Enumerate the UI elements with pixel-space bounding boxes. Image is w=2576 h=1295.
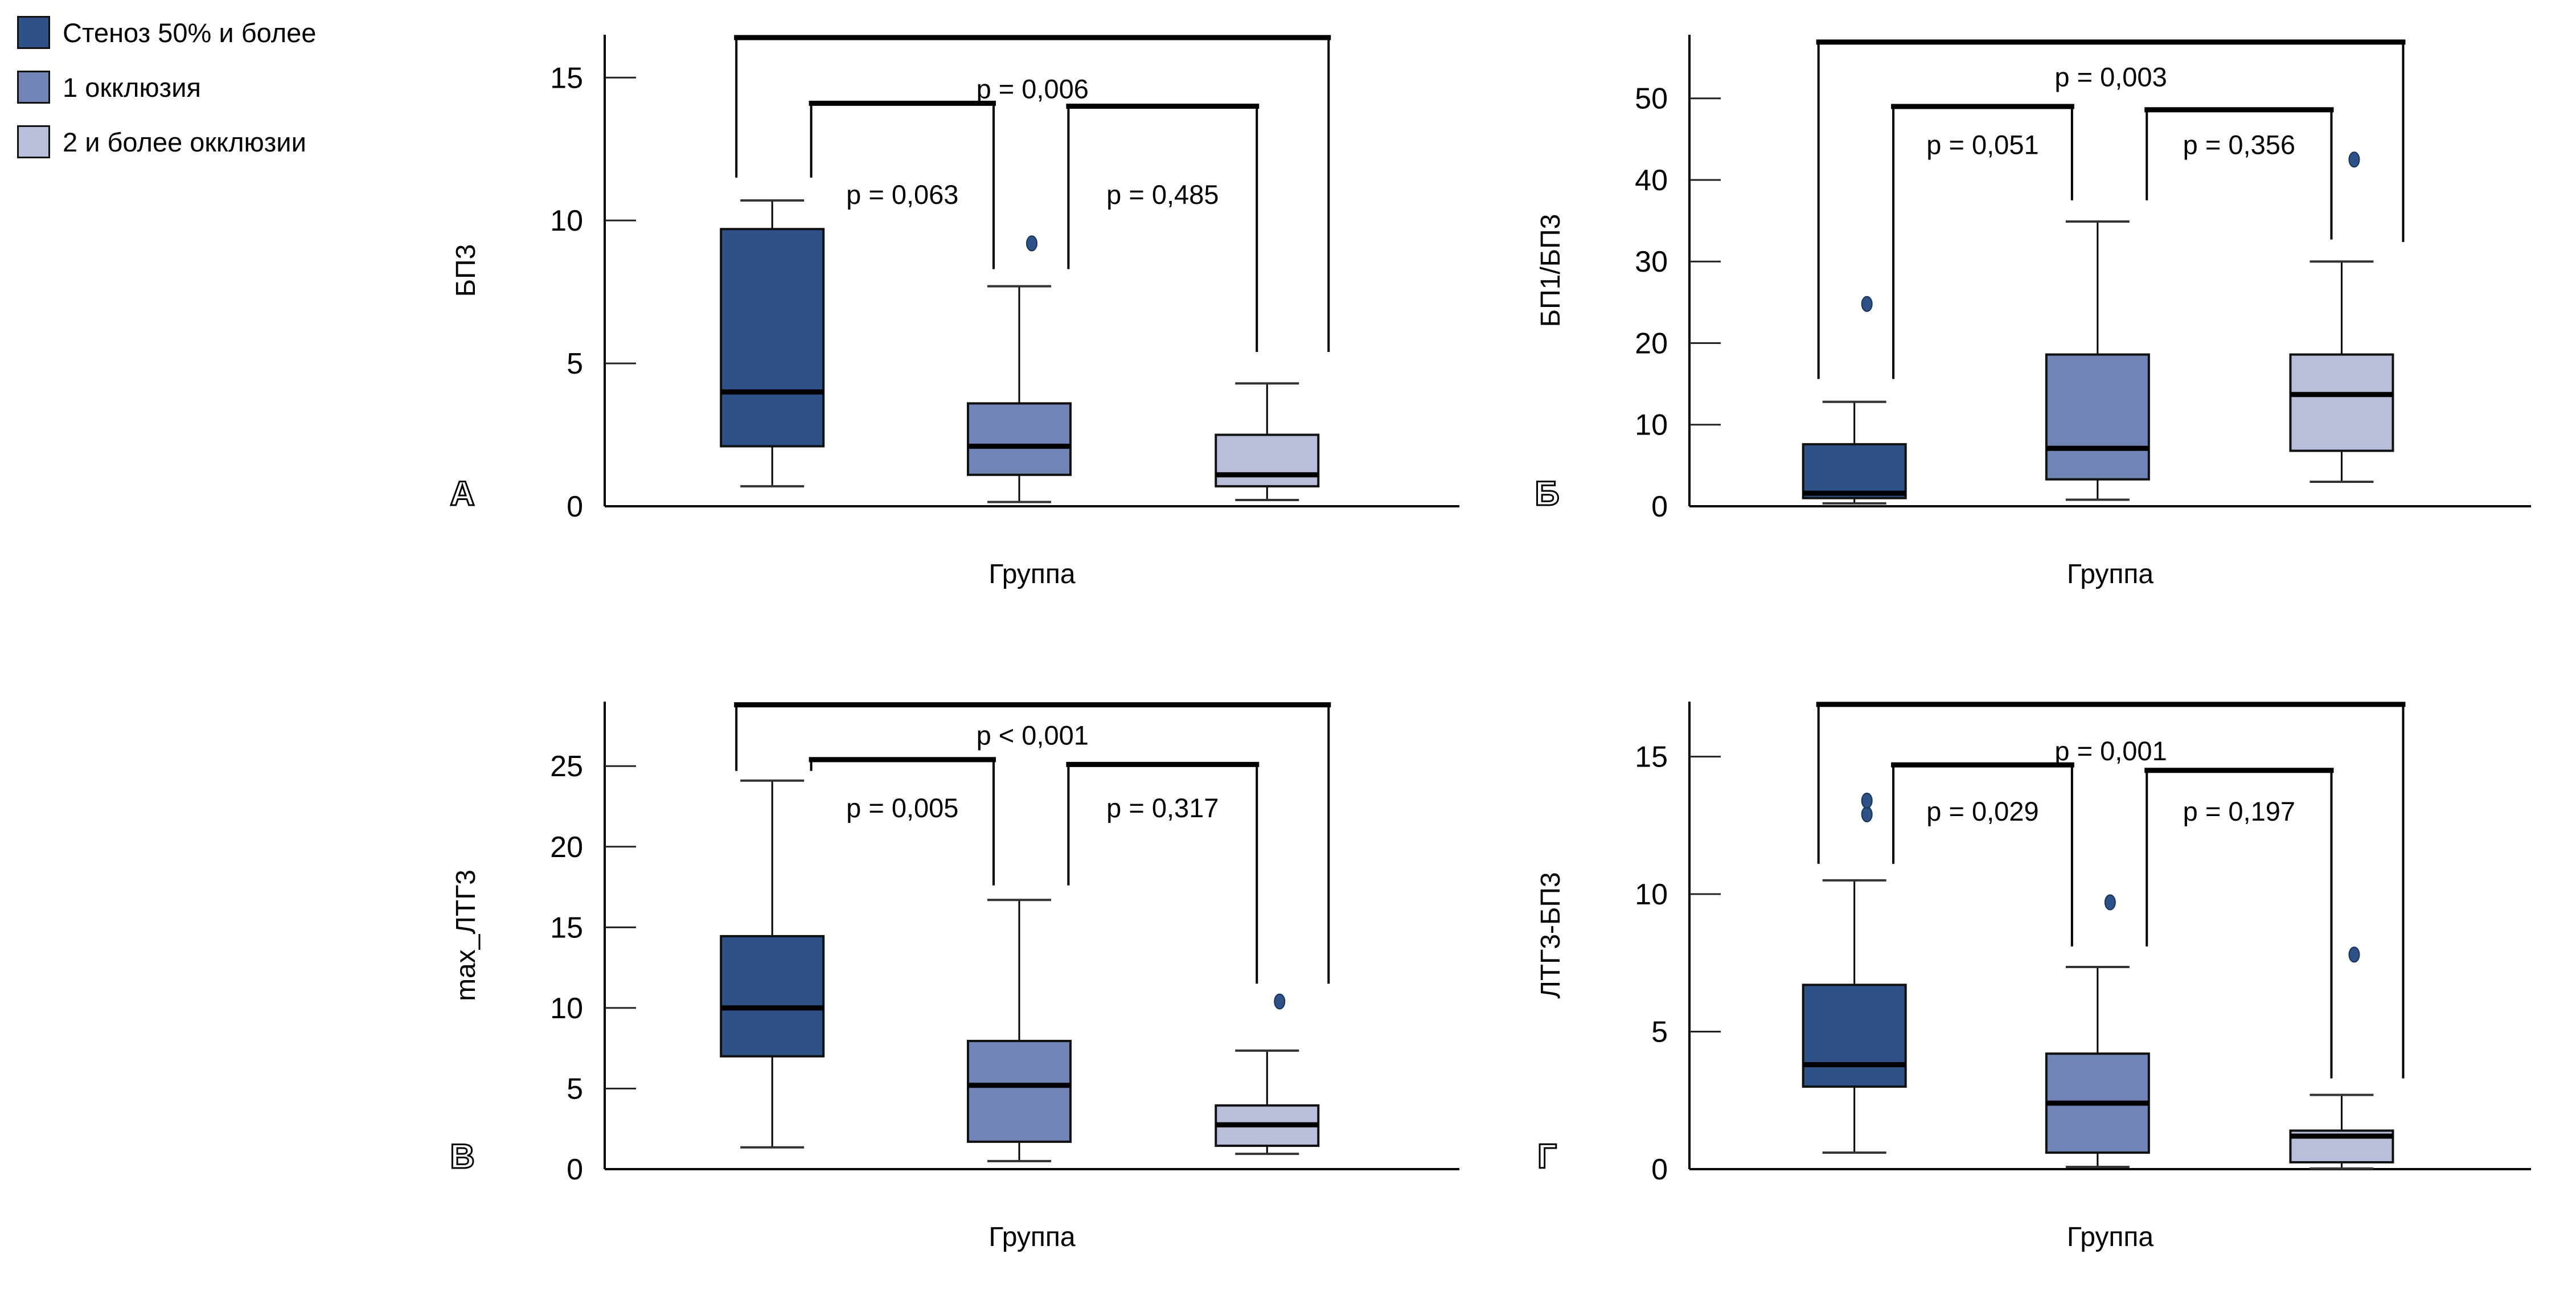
y-axis-title-А: БП3 [451,244,481,297]
p-value-label-Б-1: p = 0,003 [2054,62,2167,92]
outlier-Г-g1-1 [1861,806,1873,823]
legend-item-one-occlusion: 1 окклюзия [17,71,316,104]
y-axis-title-Б: БП1/БП3 [1536,214,1566,327]
p-value-label-Г-1: p = 0,001 [2054,736,2167,766]
legend-swatch-two-occlusions-icon [17,125,50,158]
legend-item-stenosis: Стеноз 50% и более [17,16,316,49]
y-tick-label-А-0: 0 [567,490,583,523]
p-value-label-Б-3: p = 0,356 [2183,129,2295,159]
box-А-g2 [966,402,1072,476]
legend-label-stenosis: Стеноз 50% и более [63,17,317,48]
legend-swatch-one-occlusion-icon [17,71,50,104]
p-value-label-А-3: p = 0,485 [1106,179,1219,210]
y-tick-label-Б-10: 10 [1635,409,1668,442]
box-А-g3 [1215,433,1320,487]
box-Г-g1 [1802,983,1907,1088]
outlier-Г-g3-1 [2348,946,2360,963]
y-tick-label-В-0: 0 [567,1153,583,1186]
x-axis-title-А: Группа [988,559,1075,589]
panel-letter-Б: Б [1535,474,1559,513]
outlier-Г-g2-1 [2104,894,2116,911]
y-tick-label-Г-0: 0 [1651,1153,1668,1186]
box-Б-g2 [2045,353,2150,481]
panel-letter-Г: Г [1537,1137,1557,1175]
p-value-label-В-1: p < 0,001 [977,720,1089,750]
panel-letter-А: А [450,474,474,513]
p-value-label-А-2: p = 0,063 [846,179,958,210]
y-tick-label-Б-0: 0 [1651,490,1668,523]
outlier-Г-g1-2 [1861,792,1873,809]
box-Б-g1 [1802,443,1907,499]
outlier-Б-g1-1 [1861,296,1873,312]
p-value-label-Б-2: p = 0,051 [1926,129,2038,159]
p-value-label-Г-2: p = 0,029 [1926,796,2038,826]
box-Б-g3 [2289,353,2394,452]
box-В-g2 [966,1039,1072,1143]
p-value-label-В-3: p = 0,317 [1106,793,1219,823]
y-axis-title-В: max_ЛТГ3 [451,870,481,1001]
y-tick-label-Б-40: 40 [1635,164,1668,197]
y-tick-label-В-15: 15 [550,911,583,944]
outlier-А-g2-1 [1026,235,1037,252]
legend-swatch-stenosis-icon [17,16,50,49]
y-tick-label-Г-15: 15 [1635,741,1668,774]
outlier-Б-g3-1 [2348,151,2360,168]
y-tick-label-Б-20: 20 [1635,327,1668,360]
y-tick-label-Б-50: 50 [1635,83,1668,116]
box-В-g1 [720,935,825,1058]
y-tick-label-Б-30: 30 [1635,245,1668,278]
x-axis-title-В: Группа [988,1222,1075,1252]
x-axis-title-Г: Группа [2067,1222,2153,1252]
y-tick-label-В-25: 25 [550,750,583,783]
y-tick-label-В-20: 20 [550,831,583,864]
x-axis-title-Б: Группа [2067,559,2153,589]
y-tick-label-А-5: 5 [567,347,583,380]
y-tick-label-В-10: 10 [550,992,583,1025]
p-value-label-А-1: p = 0,006 [977,73,1089,104]
y-tick-label-А-15: 15 [550,62,583,95]
legend-label-one-occlusion: 1 окклюзия [63,72,201,103]
y-tick-label-А-10: 10 [550,204,583,237]
legend: Стеноз 50% и более 1 окклюзия 2 и более … [17,16,316,158]
panel-letter-В: В [450,1137,474,1175]
y-tick-label-Г-5: 5 [1651,1016,1668,1049]
legend-label-two-occlusions: 2 и более окклюзии [63,126,306,157]
box-А-g1 [720,228,825,448]
p-value-label-В-2: p = 0,005 [846,793,958,823]
y-axis-title-Г: ЛТГ3-БП3 [1536,872,1566,998]
legend-item-two-occlusions: 2 и более окклюзии [17,125,316,158]
p-value-label-Г-3: p = 0,197 [2183,796,2295,826]
y-tick-label-Г-10: 10 [1635,878,1668,911]
y-tick-label-В-5: 5 [567,1072,583,1105]
outlier-В-g3-1 [1274,993,1286,1010]
